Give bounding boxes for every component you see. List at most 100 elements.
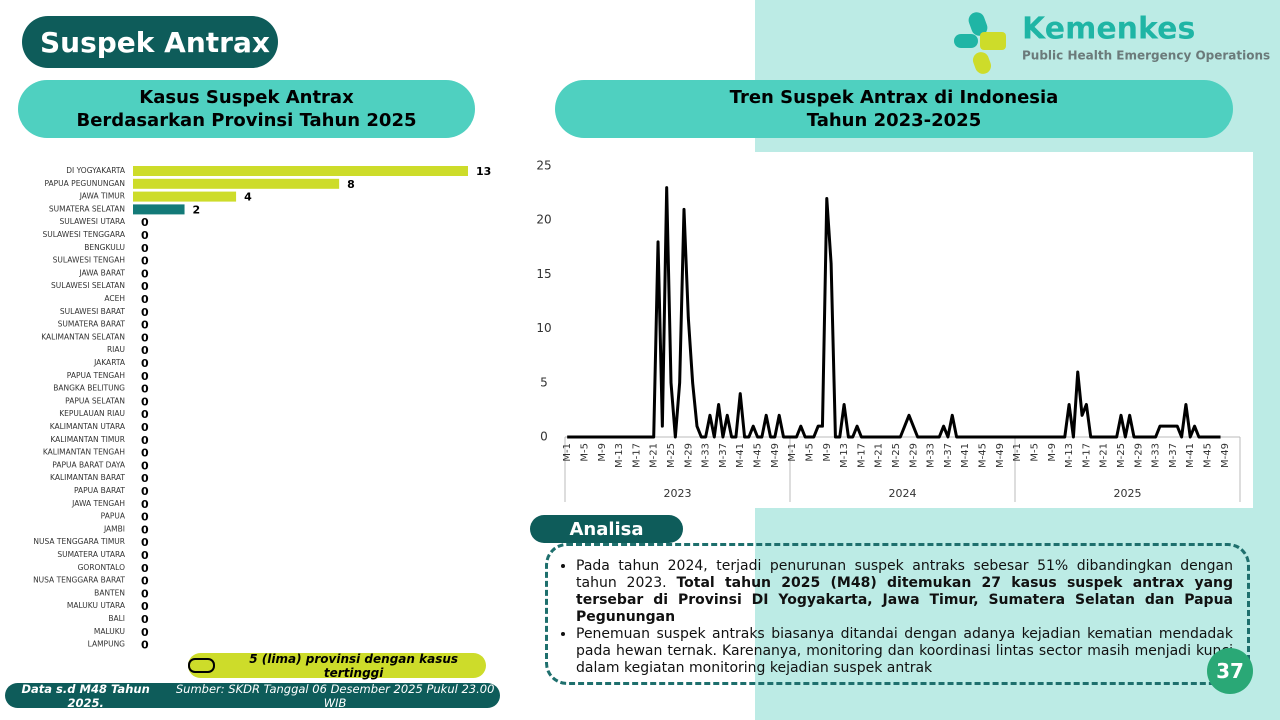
value-label: 0: [141, 459, 149, 472]
bar: [133, 204, 185, 215]
y-tick-label: SULAWESI UTARA: [60, 217, 126, 226]
value-label: 0: [141, 639, 149, 652]
value-label: 0: [141, 267, 149, 280]
y-tick-label: SUMATERA SELATAN: [49, 204, 125, 213]
value-label: 0: [141, 549, 149, 562]
x-tick-label: M-5: [579, 443, 590, 462]
y-tick-label: KALIMANTAN TIMUR: [50, 435, 125, 444]
y-tick-label: 5: [540, 375, 548, 389]
y-tick-label: 25: [536, 159, 551, 173]
x-tick-label: M-45: [1203, 443, 1214, 468]
y-tick-label: PAPUA PEGUNUNGAN: [44, 179, 125, 188]
chart-title: Tahun 2023-2025: [806, 110, 982, 131]
logo-shape: [972, 52, 992, 74]
group-label: 2023: [664, 487, 692, 500]
x-tick-label: M-13: [1064, 443, 1075, 468]
value-label: 0: [141, 344, 149, 357]
x-tick-label: M-41: [735, 443, 746, 468]
y-tick-label: SULAWESI TENGAH: [53, 256, 125, 265]
analysis-bullet: Penemuan suspek antraks biasanya ditanda…: [576, 626, 1233, 677]
value-label: 0: [141, 587, 149, 600]
value-label: 0: [141, 319, 149, 332]
y-tick-label: KALIMANTAN TENGAH: [43, 448, 125, 457]
logo-shape: [980, 32, 1006, 50]
y-tick-label: DI YOGYAKARTA: [66, 166, 126, 175]
legend-text: 5 (lima) provinsi dengan kasus tertinggi: [249, 651, 459, 680]
y-tick-label: NUSA TENGGARA BARAT: [33, 576, 125, 585]
group-label: 2025: [1114, 487, 1142, 500]
analysis-box: Pada tahun 2024, terjadi penurunan suspe…: [545, 543, 1250, 685]
x-tick-label: M-17: [1081, 443, 1092, 468]
x-tick-label: M-33: [701, 443, 712, 468]
y-tick-label: SUMATERA UTARA: [57, 550, 126, 559]
x-tick-label: M-9: [597, 443, 608, 462]
x-tick-label: M-1: [787, 443, 798, 462]
value-label: 0: [141, 242, 149, 255]
y-tick-label: 15: [536, 267, 551, 281]
x-tick-label: M-49: [1220, 443, 1231, 468]
value-label: 0: [141, 472, 149, 485]
y-tick-label: 0: [540, 430, 548, 444]
x-tick-label: M-9: [822, 443, 833, 462]
y-tick-label: PAPUA BARAT DAYA: [52, 460, 126, 469]
y-tick-label: KALIMANTAN SELATAN: [41, 332, 125, 341]
y-tick-label: LAMPUNG: [88, 640, 126, 649]
value-label: 13: [476, 165, 491, 178]
legend-note: 5 (lima) provinsi dengan kasus tertinggi: [188, 651, 486, 680]
bar-chart: DI YOGYAKARTA 13 PAPUA PEGUNUNGAN 8 JAWA TIM…: [33, 165, 491, 652]
value-label: 0: [141, 370, 149, 383]
footer: Data s.d M48 Tahun 2025. Sumber: SKDR Tan…: [5, 681, 500, 710]
value-label: 0: [141, 383, 149, 396]
x-tick-label: M-45: [978, 443, 989, 468]
x-tick-label: M-17: [856, 443, 867, 468]
value-label: 0: [141, 485, 149, 498]
y-tick-label: MALUKU: [94, 627, 125, 636]
y-tick-label: KALIMANTAN BARAT: [50, 473, 125, 482]
y-tick-label: BENGKULU: [84, 243, 125, 252]
bar: [133, 191, 237, 202]
legend-swatch: [188, 658, 216, 673]
logo-subtitle: Public Health Emergency Operations Cente…: [1022, 49, 1275, 63]
bar: [133, 178, 340, 189]
x-tick-label: M-49: [995, 443, 1006, 468]
y-tick-label: PAPUA TENGAH: [67, 371, 125, 380]
x-tick-label: M-9: [1047, 443, 1058, 462]
value-label: 0: [141, 575, 149, 588]
value-label: 0: [141, 216, 149, 229]
footer-text: Sumber: SKDR Tanggal 06 Desember 2025 Pu…: [175, 681, 495, 710]
value-label: 0: [141, 331, 149, 344]
x-tick-label: M-5: [1029, 443, 1040, 462]
y-tick-label: SULAWESI BARAT: [60, 307, 126, 316]
chart-title: Tren Suspek Antrax di Indonesia: [729, 87, 1059, 108]
line-series: [567, 186, 1221, 439]
group-label: 2024: [889, 487, 917, 500]
y-tick-label: PAPUA BARAT: [74, 486, 125, 495]
x-tick-label: M-13: [614, 443, 625, 468]
y-tick-label: SULAWESI TENGGARA: [42, 230, 125, 239]
chart-header: Tren Suspek Antrax di Indonesia Tahun 20…: [555, 80, 1233, 138]
y-tick-label: PAPUA: [101, 512, 126, 521]
y-tick-label: JAWA TIMUR: [79, 192, 125, 201]
y-tick-label: NUSA TENGGARA TIMUR: [33, 537, 125, 546]
footer-bold: Data s.d M48 Tahun 2025.: [21, 681, 150, 710]
value-label: 0: [141, 562, 149, 575]
x-tick-label: M-5: [804, 443, 815, 462]
x-tick-label: M-25: [666, 443, 677, 468]
value-label: 0: [141, 306, 149, 319]
value-label: 0: [141, 511, 149, 524]
page-number: 37: [1207, 648, 1253, 694]
y-tick-label: SUMATERA BARAT: [58, 320, 126, 329]
logo: Kemenkes Public Health Emergency Operati…: [954, 12, 1275, 74]
x-tick-label: M-41: [1185, 443, 1196, 468]
x-tick-label: M-25: [891, 443, 902, 468]
value-label: 0: [141, 395, 149, 408]
x-tick-label: M-29: [908, 443, 919, 468]
x-tick-label: M-41: [960, 443, 971, 468]
x-tick-label: M-1: [562, 443, 573, 462]
chart-header: Kasus Suspek Antrax Berdasarkan Provinsi…: [18, 80, 475, 138]
x-tick-label: M-49: [770, 443, 781, 468]
y-tick-label: ACEH: [104, 294, 125, 303]
analysis-list: Pada tahun 2024, terjadi penurunan suspe…: [548, 558, 1233, 677]
x-tick-label: M-17: [631, 443, 642, 468]
